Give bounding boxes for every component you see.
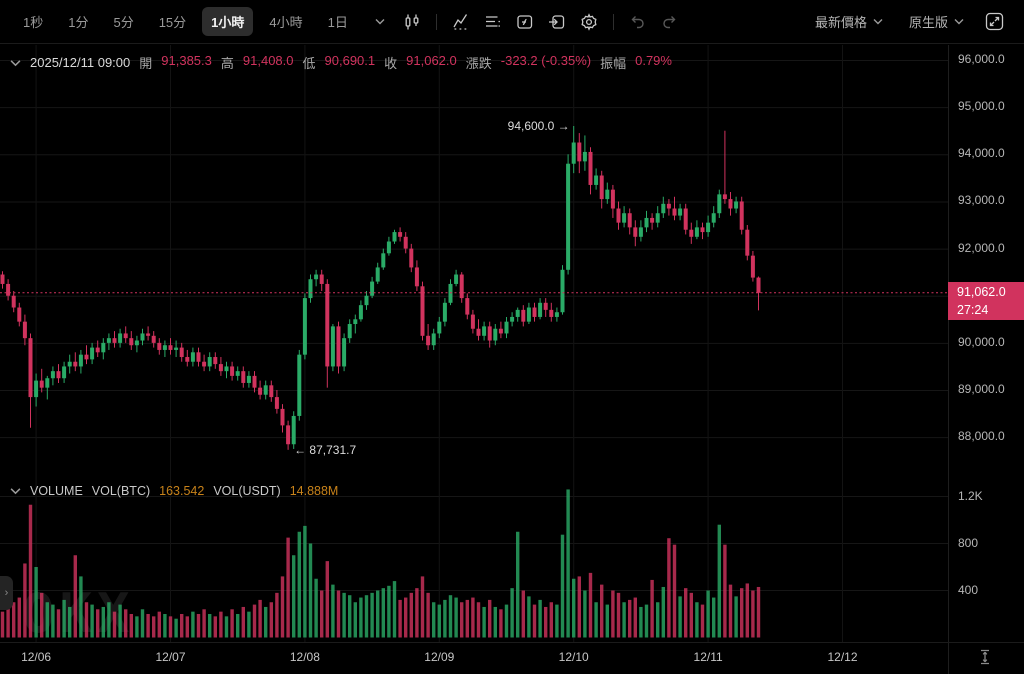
interval-tab-4[interactable]: 15分 [150, 7, 195, 36]
ohlc-open-value: 91,385.3 [161, 53, 212, 68]
ohlc-high-value: 91,408.0 [242, 53, 294, 68]
fullscreen-expand-icon[interactable] [982, 10, 1006, 34]
date-tick-label: 12/09 [424, 650, 455, 664]
formula-script-icon[interactable] [513, 10, 537, 34]
price-tick-label: 88,000.0 [958, 429, 1005, 444]
price-mode-label: 最新價格 [814, 15, 867, 30]
ohlc-high-label: 高 [220, 56, 234, 71]
candle-timestamp: 2025/12/11 09:00 [30, 55, 131, 70]
ohlc-low-value: 90,690.1 [324, 53, 376, 68]
chart-toolbar: 1秒 1分 5分 15分 1小時 4小時 1日 [0, 0, 1024, 44]
indicators-icon[interactable] [449, 10, 473, 34]
price-tick-label: 93,000.0 [958, 193, 1005, 208]
interval-tabs: 1秒 1分 5分 15分 1小時 4小時 1日 [14, 7, 364, 36]
panel-expand-handle[interactable]: › [0, 576, 13, 610]
chevron-down-icon [954, 19, 964, 25]
ohlc-amplitude-value: 0.79% [635, 53, 672, 68]
candle-countdown: 27:24 [957, 302, 989, 317]
ohlc-open-label: 開 [139, 56, 153, 71]
price-tick-label: 92,000.0 [958, 240, 1005, 255]
volume-title: VOLUME [30, 484, 83, 498]
collapse-chevron-down-icon[interactable] [10, 58, 21, 68]
volume-collapse-chevron-down-icon[interactable] [10, 486, 21, 496]
date-tick-label: 12/12 [827, 650, 858, 664]
interval-tab-2[interactable]: 1分 [59, 7, 97, 36]
chevron-down-icon [873, 19, 883, 25]
last-price-badge: 91,062.0 27:24 [948, 281, 1024, 320]
price-tick-label: 89,000.0 [958, 382, 1005, 397]
chart-version-dropdown[interactable]: 原生版 [909, 12, 964, 31]
vol-usdt-label: VOL(USDT) [213, 484, 281, 498]
toolbar-divider [612, 13, 614, 30]
ohlc-close-label: 收 [384, 56, 398, 71]
ohlc-amplitude-label: 振幅 [600, 56, 627, 71]
time-axis-border [0, 642, 1024, 643]
vol-btc-value: 163.542 [159, 484, 205, 498]
volume-tick-label: 800 [958, 535, 979, 550]
price-tick-label: 94,000.0 [958, 146, 1005, 161]
toolbar-right-group: 最新價格 原生版 [789, 10, 1010, 34]
interval-tab-6[interactable]: 4小時 [260, 7, 311, 36]
save-layout-icon[interactable] [545, 10, 569, 34]
high-price-annotation: 94,600.0 → [508, 119, 570, 133]
price-tick-label: 90,000.0 [958, 334, 1005, 349]
interval-tab-1[interactable]: 1秒 [14, 7, 52, 36]
ohlc-change-value: -323.2 (-0.35%) [500, 53, 592, 68]
ohlc-fields: 開 91,385.3 高 91,408.0 低 90,690.1 收 91,062.0 漲跌 -3… [139, 53, 672, 72]
price-axis-border [948, 45, 949, 674]
okx-watermark: OKX [22, 582, 135, 645]
volume-tick-label: 1.2K [958, 488, 983, 503]
chart-layers-list-icon[interactable] [481, 10, 505, 34]
date-tick-label: 12/07 [155, 650, 186, 664]
volume-pane-header: VOLUME VOL(BTC) 163.542 VOL(USDT) 14.888… [10, 484, 338, 498]
chart-version-label: 原生版 [908, 15, 948, 30]
ohlc-change-label: 漲跌 [465, 56, 492, 71]
ohlc-low-label: 低 [302, 56, 316, 71]
price-mode-dropdown[interactable]: 最新價格 [815, 12, 883, 31]
volume-tick-label: 400 [958, 582, 979, 597]
interval-tab-5[interactable]: 1小時 [202, 7, 254, 36]
vol-btc-label: VOL(BTC) [91, 484, 151, 498]
axis-scale-icon[interactable] [977, 648, 993, 671]
date-tick-label: 12/06 [21, 650, 52, 664]
redo-icon[interactable] [658, 10, 682, 34]
last-price-value: 91,062.0 [957, 284, 1006, 299]
date-tick-label: 12/08 [289, 650, 320, 664]
date-tick-label: 12/10 [558, 650, 589, 664]
candlestick-style-icon[interactable] [400, 10, 424, 34]
price-tick-label: 95,000.0 [958, 99, 1005, 114]
date-tick-label: 12/11 [693, 650, 723, 664]
toolbar-divider [435, 13, 437, 30]
interval-more-chevron-down-icon[interactable] [368, 10, 392, 34]
undo-icon[interactable] [626, 10, 650, 34]
interval-tab-7[interactable]: 1日 [319, 7, 357, 36]
low-price-annotation: ← 87,731.7 [294, 443, 356, 457]
ohlc-close-value: 91,062.0 [406, 53, 457, 68]
interval-tab-3[interactable]: 5分 [104, 7, 142, 36]
settings-gear-icon[interactable] [577, 10, 601, 34]
ohlc-readout: 2025/12/11 09:00 開 91,385.3 高 91,408.0 低 90,6… [10, 53, 672, 72]
vol-usdt-value: 14.888M [289, 484, 339, 498]
price-tick-label: 96,000.0 [958, 52, 1005, 66]
